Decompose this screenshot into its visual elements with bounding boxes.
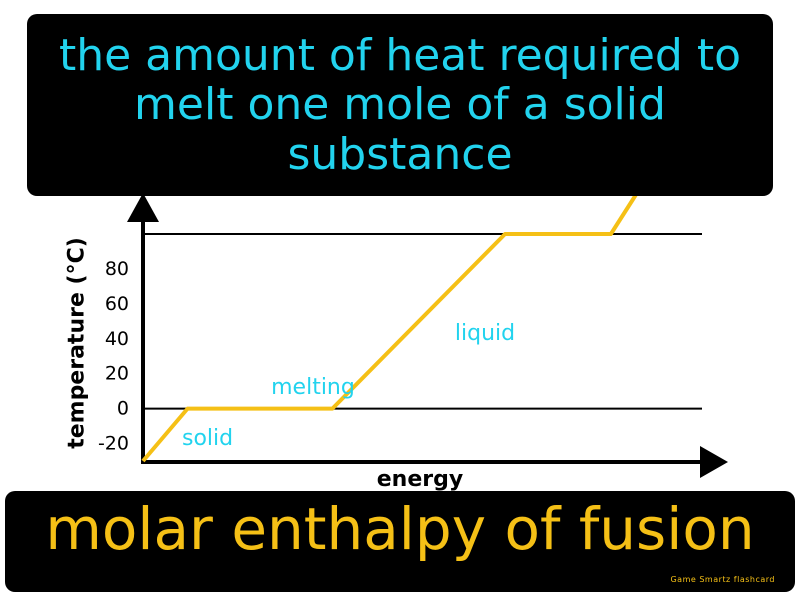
x-axis-arrow xyxy=(700,446,728,478)
y-tick-label: 60 xyxy=(105,293,129,315)
heating-curve-line xyxy=(141,93,702,463)
y-tick-label: 40 xyxy=(105,328,129,350)
y-axis-label: temperature (°C) xyxy=(64,237,90,449)
brand-label: Game Smartz flashcard xyxy=(670,575,775,584)
definition-text: the amount of heat required to melt one … xyxy=(58,30,742,180)
definition-panel: the amount of heat required to melt one … xyxy=(27,14,773,196)
term-text: molar enthalpy of fusion xyxy=(45,495,755,563)
phase-label-liquid: liquid xyxy=(455,321,515,346)
y-tick-label: -20 xyxy=(98,433,129,455)
phase-label-solid: solid xyxy=(182,426,233,451)
x-axis-label: energy xyxy=(377,467,463,492)
y-axis-arrow xyxy=(127,193,159,222)
y-tick-label: 20 xyxy=(105,363,129,385)
y-tick-label: 80 xyxy=(105,258,129,280)
term-panel: molar enthalpy of fusion Game Smartz fla… xyxy=(5,491,795,592)
y-tick-label: 0 xyxy=(117,398,129,420)
phase-label-melting: melting xyxy=(271,375,355,400)
